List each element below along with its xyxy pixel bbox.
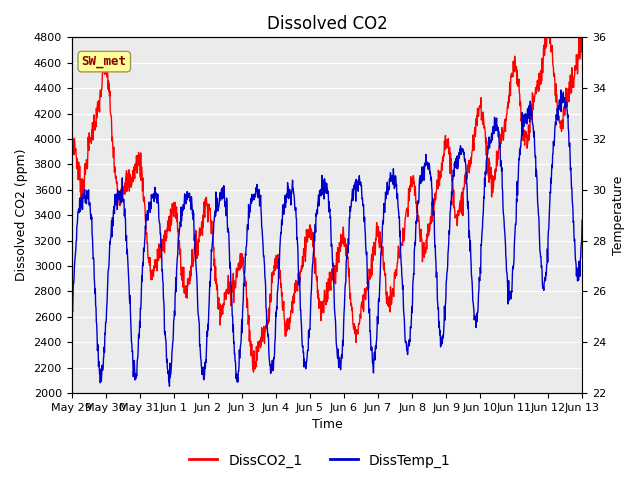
Text: SW_met: SW_met — [82, 55, 127, 68]
Y-axis label: Temperature: Temperature — [612, 176, 625, 255]
Legend: DissCO2_1, DissTemp_1: DissCO2_1, DissTemp_1 — [184, 448, 456, 473]
X-axis label: Time: Time — [312, 419, 342, 432]
Title: Dissolved CO2: Dissolved CO2 — [267, 15, 387, 33]
Y-axis label: Dissolved CO2 (ppm): Dissolved CO2 (ppm) — [15, 149, 28, 281]
